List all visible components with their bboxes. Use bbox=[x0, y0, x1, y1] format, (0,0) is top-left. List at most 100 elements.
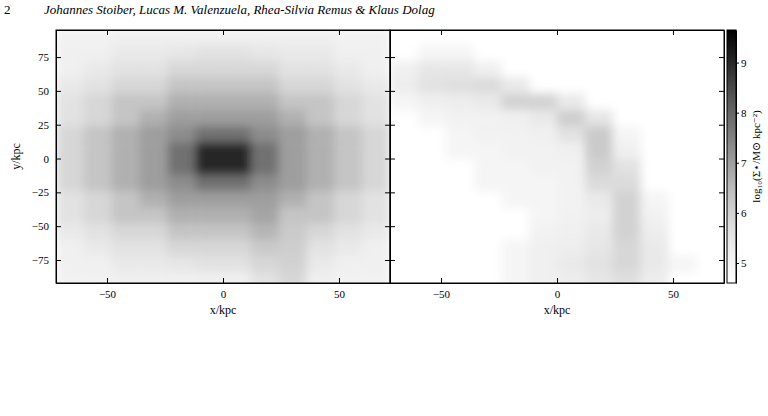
density-cell bbox=[84, 207, 112, 224]
density-cell bbox=[307, 175, 335, 192]
tick: 50 bbox=[668, 278, 680, 300]
density-cell bbox=[112, 256, 140, 273]
density-cell bbox=[223, 77, 251, 94]
tick: 9 bbox=[736, 57, 747, 69]
density-cell bbox=[140, 240, 168, 257]
tick-label: 50 bbox=[334, 288, 346, 300]
density-cell bbox=[307, 240, 335, 257]
density-cell bbox=[279, 142, 307, 159]
density-cell bbox=[112, 61, 140, 78]
density-cell bbox=[446, 110, 474, 127]
density-cell bbox=[195, 175, 223, 192]
density-cell bbox=[307, 191, 335, 208]
density-cell bbox=[334, 142, 362, 159]
density-cell bbox=[56, 61, 84, 78]
density-cell bbox=[84, 175, 112, 192]
density-cell bbox=[641, 272, 669, 283]
density-cell bbox=[334, 30, 362, 45]
density-cell bbox=[279, 94, 307, 111]
tick-mark bbox=[223, 278, 224, 283]
density-cell bbox=[140, 77, 168, 94]
colorbar-title: log₁₀(Σ⋆/M⊙ kpc⁻²) bbox=[750, 110, 763, 203]
density-map bbox=[56, 30, 390, 283]
axis-line bbox=[56, 31, 57, 284]
tick-mark bbox=[223, 30, 224, 35]
density-cell bbox=[362, 272, 390, 283]
tick-mark bbox=[390, 192, 395, 193]
density-cell bbox=[140, 110, 168, 127]
density-cell bbox=[56, 159, 84, 176]
density-cell bbox=[251, 45, 279, 62]
running-head: Johannes Stoiber, Lucas M. Valenzuela, R… bbox=[44, 2, 435, 17]
tick-label: 75 bbox=[38, 51, 50, 63]
tick: 8 bbox=[736, 107, 747, 119]
density-cell bbox=[529, 142, 557, 159]
axis-title: x/kpc bbox=[544, 303, 571, 317]
density-cell bbox=[223, 30, 251, 45]
density-cell bbox=[251, 94, 279, 111]
colorbar bbox=[727, 30, 736, 283]
density-cell bbox=[641, 191, 669, 208]
tick bbox=[557, 30, 558, 35]
density-cell bbox=[251, 61, 279, 78]
density-cell bbox=[501, 175, 529, 192]
tick-mark bbox=[736, 63, 739, 64]
density-cell bbox=[529, 126, 557, 143]
density-cell bbox=[501, 110, 529, 127]
density-cell bbox=[140, 175, 168, 192]
density-cell bbox=[251, 256, 279, 273]
tick-mark bbox=[56, 125, 61, 126]
density-cell bbox=[529, 240, 557, 257]
density-cell bbox=[223, 175, 251, 192]
tick-label: −50 bbox=[99, 288, 117, 300]
density-cell bbox=[195, 110, 223, 127]
density-cell bbox=[56, 207, 84, 224]
density-cell bbox=[140, 223, 168, 240]
density-cell bbox=[251, 142, 279, 159]
density-cell bbox=[56, 30, 84, 45]
density-cell bbox=[362, 126, 390, 143]
density-cell bbox=[557, 110, 585, 127]
density-cell bbox=[418, 77, 446, 94]
density-cell bbox=[195, 159, 223, 176]
density-cell bbox=[585, 256, 613, 273]
density-cell bbox=[501, 142, 529, 159]
tick-mark bbox=[385, 125, 390, 126]
density-cell bbox=[223, 191, 251, 208]
density-cell bbox=[56, 94, 84, 111]
axis-title: y/kpc bbox=[9, 143, 23, 170]
axis-line bbox=[736, 31, 737, 284]
axis: 56789 bbox=[736, 31, 747, 284]
tick: −50 bbox=[99, 278, 117, 300]
axis: −50050 bbox=[57, 278, 391, 300]
density-cell bbox=[446, 142, 474, 159]
density-cell bbox=[501, 77, 529, 94]
density-cell bbox=[167, 77, 195, 94]
density-cell bbox=[223, 142, 251, 159]
panel-frame bbox=[390, 30, 724, 283]
density-cell bbox=[223, 61, 251, 78]
density-cell bbox=[585, 110, 613, 127]
panel-frame bbox=[56, 30, 390, 283]
density-cell bbox=[279, 175, 307, 192]
axis: −75−50−250255075 bbox=[32, 31, 61, 284]
density-cell bbox=[195, 94, 223, 111]
density-cell bbox=[585, 223, 613, 240]
tick: 0 bbox=[555, 278, 561, 300]
density-cell bbox=[529, 207, 557, 224]
tick bbox=[339, 30, 340, 35]
density-cell bbox=[167, 207, 195, 224]
density-cell bbox=[195, 240, 223, 257]
density-cell bbox=[195, 142, 223, 159]
density-cell bbox=[223, 159, 251, 176]
tick-label: 0 bbox=[555, 288, 561, 300]
density-cell bbox=[529, 191, 557, 208]
density-cell bbox=[585, 240, 613, 257]
axis-line bbox=[724, 31, 725, 284]
density-cell bbox=[223, 110, 251, 127]
tick-label: −25 bbox=[32, 186, 50, 198]
density-cell bbox=[501, 191, 529, 208]
tick: 25 bbox=[38, 119, 61, 131]
density-cell bbox=[112, 240, 140, 257]
density-cell bbox=[446, 126, 474, 143]
